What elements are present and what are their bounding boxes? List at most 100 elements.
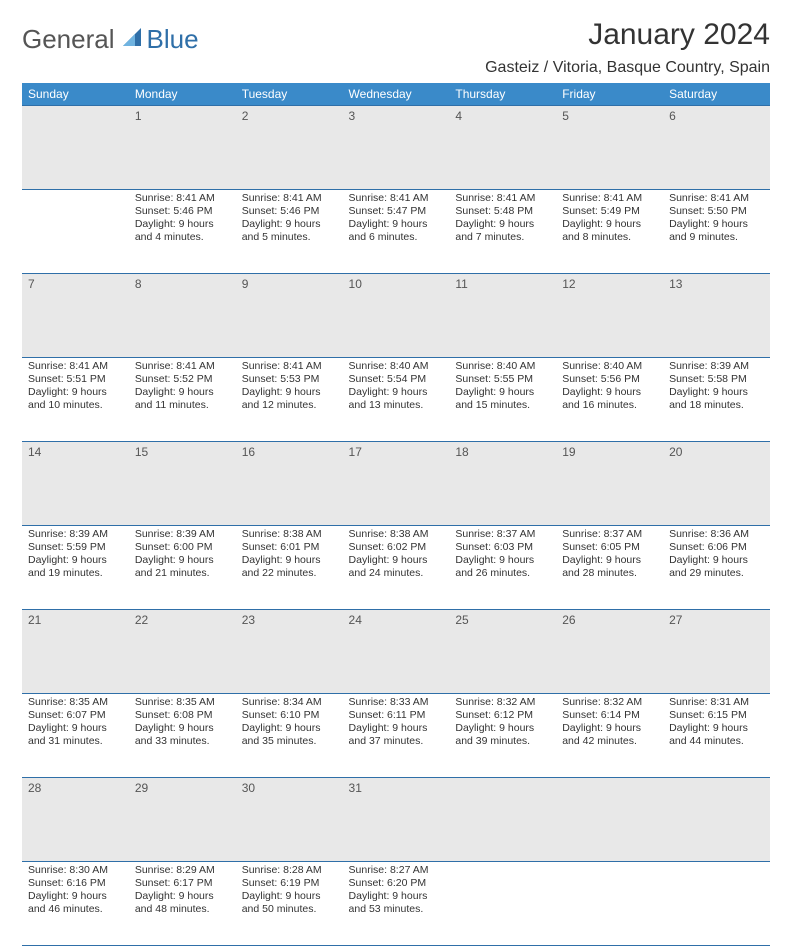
day-number-cell: 8 xyxy=(129,274,236,358)
day-number-cell: 31 xyxy=(343,778,450,862)
day-number: 21 xyxy=(22,610,129,629)
day-number: 22 xyxy=(129,610,236,629)
day-cell: Sunrise: 8:40 AMSunset: 5:54 PMDaylight:… xyxy=(343,358,450,442)
day-number: 23 xyxy=(236,610,343,629)
day-number: 17 xyxy=(343,442,450,461)
day-cell xyxy=(556,862,663,946)
day-number: 15 xyxy=(129,442,236,461)
day-cell: Sunrise: 8:37 AMSunset: 6:05 PMDaylight:… xyxy=(556,526,663,610)
day-number-cell: 4 xyxy=(449,106,556,190)
day-number-cell: 3 xyxy=(343,106,450,190)
day-number-row: 21222324252627 xyxy=(22,610,770,694)
day-number-cell: 14 xyxy=(22,442,129,526)
day-number: 20 xyxy=(663,442,770,461)
weekday-header: Saturday xyxy=(663,83,770,106)
day-number-cell: 10 xyxy=(343,274,450,358)
day-cell: Sunrise: 8:41 AMSunset: 5:49 PMDaylight:… xyxy=(556,190,663,274)
day-details: Sunrise: 8:36 AMSunset: 6:06 PMDaylight:… xyxy=(663,526,770,587)
weekday-header: Friday xyxy=(556,83,663,106)
weekday-header: Monday xyxy=(129,83,236,106)
day-number xyxy=(449,778,556,783)
day-details xyxy=(556,862,663,870)
day-cell: Sunrise: 8:40 AMSunset: 5:55 PMDaylight:… xyxy=(449,358,556,442)
day-number: 31 xyxy=(343,778,450,797)
day-number: 16 xyxy=(236,442,343,461)
day-cell: Sunrise: 8:35 AMSunset: 6:08 PMDaylight:… xyxy=(129,694,236,778)
day-number xyxy=(22,106,129,111)
day-number: 24 xyxy=(343,610,450,629)
day-number-cell: 15 xyxy=(129,442,236,526)
page-title: January 2024 xyxy=(588,18,770,52)
day-details: Sunrise: 8:33 AMSunset: 6:11 PMDaylight:… xyxy=(343,694,450,755)
day-number-cell: 9 xyxy=(236,274,343,358)
day-details xyxy=(22,190,129,198)
day-number: 4 xyxy=(449,106,556,125)
day-number-cell: 21 xyxy=(22,610,129,694)
day-cell: Sunrise: 8:27 AMSunset: 6:20 PMDaylight:… xyxy=(343,862,450,946)
day-number-cell: 2 xyxy=(236,106,343,190)
day-number-row: 123456 xyxy=(22,106,770,190)
day-cell: Sunrise: 8:38 AMSunset: 6:02 PMDaylight:… xyxy=(343,526,450,610)
day-details xyxy=(449,862,556,870)
day-details: Sunrise: 8:41 AMSunset: 5:47 PMDaylight:… xyxy=(343,190,450,251)
logo: General Blue xyxy=(22,18,199,55)
day-number-cell xyxy=(663,778,770,862)
day-number: 10 xyxy=(343,274,450,293)
day-details: Sunrise: 8:41 AMSunset: 5:46 PMDaylight:… xyxy=(129,190,236,251)
day-number: 27 xyxy=(663,610,770,629)
day-cell: Sunrise: 8:29 AMSunset: 6:17 PMDaylight:… xyxy=(129,862,236,946)
day-body-row: Sunrise: 8:35 AMSunset: 6:07 PMDaylight:… xyxy=(22,694,770,778)
day-details: Sunrise: 8:39 AMSunset: 6:00 PMDaylight:… xyxy=(129,526,236,587)
day-details: Sunrise: 8:40 AMSunset: 5:56 PMDaylight:… xyxy=(556,358,663,419)
day-cell: Sunrise: 8:41 AMSunset: 5:46 PMDaylight:… xyxy=(236,190,343,274)
day-number-cell: 22 xyxy=(129,610,236,694)
day-number-cell: 26 xyxy=(556,610,663,694)
day-number-cell: 5 xyxy=(556,106,663,190)
day-details: Sunrise: 8:35 AMSunset: 6:07 PMDaylight:… xyxy=(22,694,129,755)
day-number: 7 xyxy=(22,274,129,293)
day-number-cell: 28 xyxy=(22,778,129,862)
day-number xyxy=(663,778,770,783)
day-number-cell: 17 xyxy=(343,442,450,526)
day-number: 6 xyxy=(663,106,770,125)
day-cell: Sunrise: 8:39 AMSunset: 5:59 PMDaylight:… xyxy=(22,526,129,610)
day-details: Sunrise: 8:27 AMSunset: 6:20 PMDaylight:… xyxy=(343,862,450,923)
day-details: Sunrise: 8:41 AMSunset: 5:53 PMDaylight:… xyxy=(236,358,343,419)
day-number: 12 xyxy=(556,274,663,293)
day-details: Sunrise: 8:35 AMSunset: 6:08 PMDaylight:… xyxy=(129,694,236,755)
day-number-cell: 27 xyxy=(663,610,770,694)
day-number: 9 xyxy=(236,274,343,293)
day-details: Sunrise: 8:37 AMSunset: 6:05 PMDaylight:… xyxy=(556,526,663,587)
day-cell xyxy=(449,862,556,946)
day-cell: Sunrise: 8:28 AMSunset: 6:19 PMDaylight:… xyxy=(236,862,343,946)
day-details: Sunrise: 8:39 AMSunset: 5:58 PMDaylight:… xyxy=(663,358,770,419)
logo-text-general: General xyxy=(22,24,115,55)
day-cell: Sunrise: 8:37 AMSunset: 6:03 PMDaylight:… xyxy=(449,526,556,610)
weekday-header: Wednesday xyxy=(343,83,450,106)
logo-sail-icon xyxy=(121,26,143,53)
day-details: Sunrise: 8:39 AMSunset: 5:59 PMDaylight:… xyxy=(22,526,129,587)
day-cell: Sunrise: 8:41 AMSunset: 5:50 PMDaylight:… xyxy=(663,190,770,274)
weekday-header: Tuesday xyxy=(236,83,343,106)
day-cell: Sunrise: 8:34 AMSunset: 6:10 PMDaylight:… xyxy=(236,694,343,778)
day-cell: Sunrise: 8:33 AMSunset: 6:11 PMDaylight:… xyxy=(343,694,450,778)
day-details: Sunrise: 8:40 AMSunset: 5:54 PMDaylight:… xyxy=(343,358,450,419)
day-cell: Sunrise: 8:40 AMSunset: 5:56 PMDaylight:… xyxy=(556,358,663,442)
day-number-cell xyxy=(449,778,556,862)
day-number: 19 xyxy=(556,442,663,461)
day-number-cell: 30 xyxy=(236,778,343,862)
day-number-cell: 23 xyxy=(236,610,343,694)
weekday-header-row: SundayMondayTuesdayWednesdayThursdayFrid… xyxy=(22,83,770,106)
weekday-header: Thursday xyxy=(449,83,556,106)
day-number-cell: 24 xyxy=(343,610,450,694)
day-cell xyxy=(663,862,770,946)
day-body-row: Sunrise: 8:41 AMSunset: 5:46 PMDaylight:… xyxy=(22,190,770,274)
day-number xyxy=(556,778,663,783)
day-number-cell xyxy=(22,106,129,190)
day-number-row: 28293031 xyxy=(22,778,770,862)
day-number-cell: 19 xyxy=(556,442,663,526)
day-number: 29 xyxy=(129,778,236,797)
day-body-row: Sunrise: 8:30 AMSunset: 6:16 PMDaylight:… xyxy=(22,862,770,946)
day-number: 1 xyxy=(129,106,236,125)
day-details: Sunrise: 8:28 AMSunset: 6:19 PMDaylight:… xyxy=(236,862,343,923)
